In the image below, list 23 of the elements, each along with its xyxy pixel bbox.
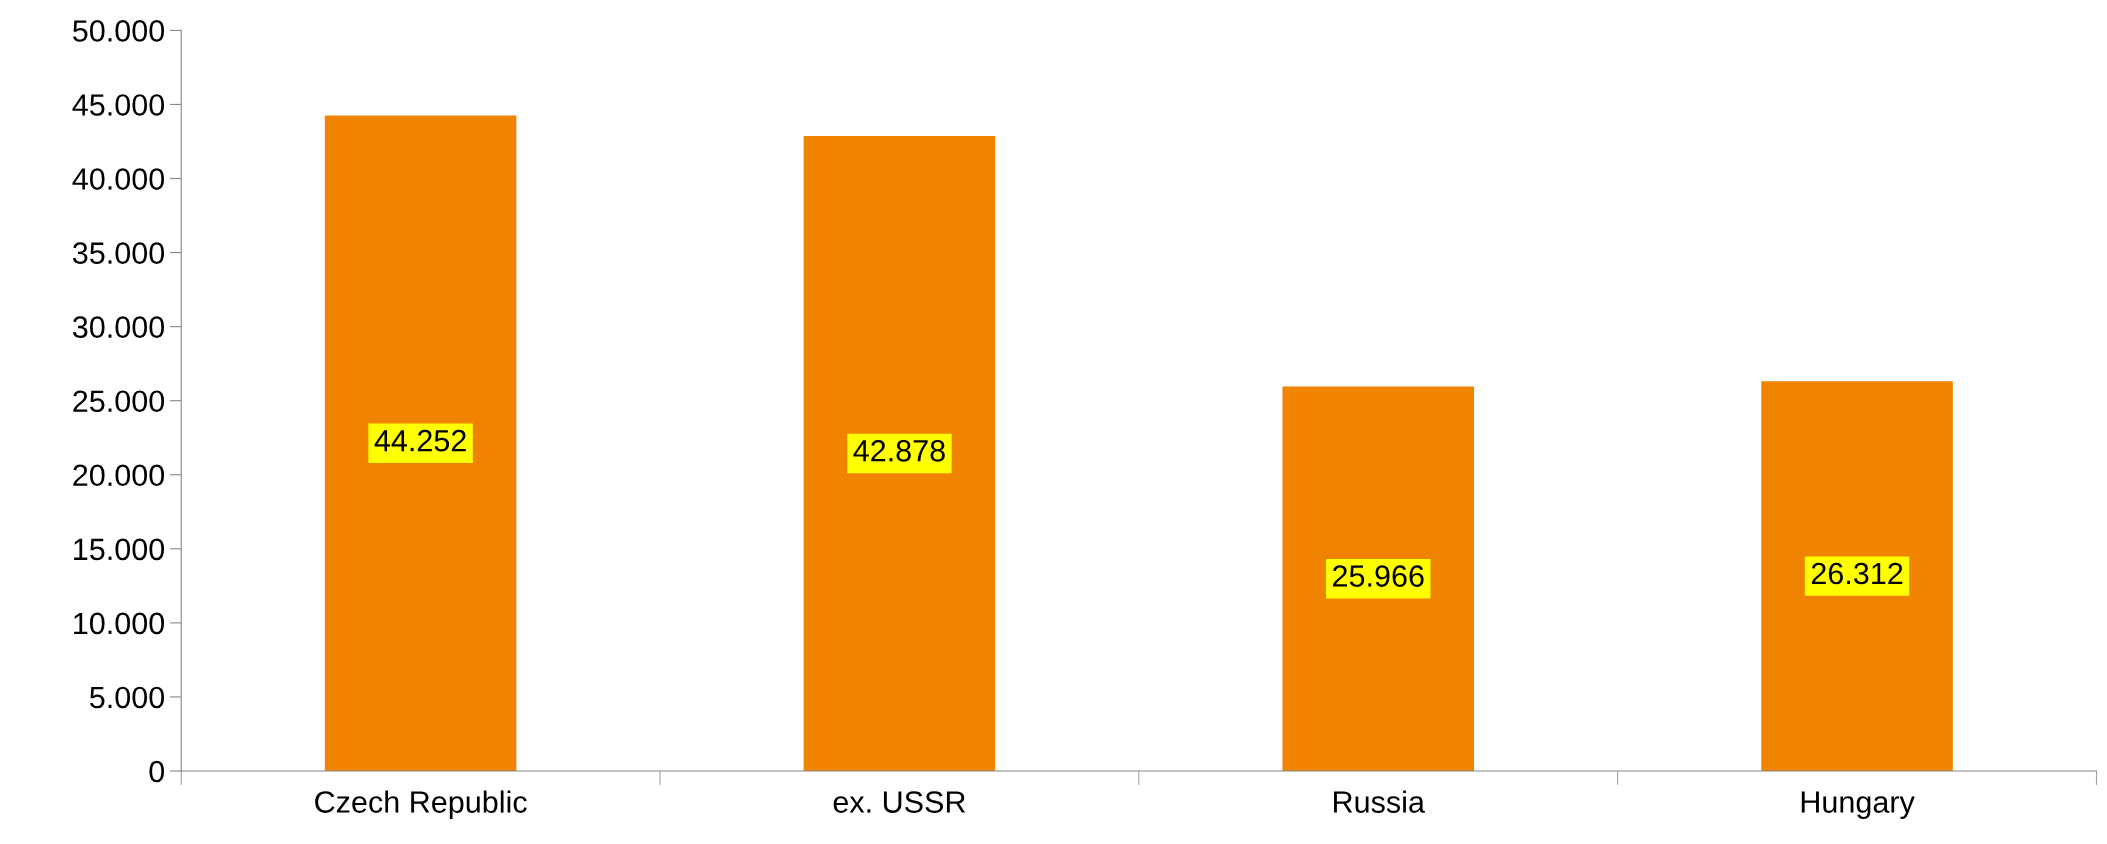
- bar: [1282, 386, 1474, 771]
- data-label: 25.966: [1333, 565, 1424, 587]
- bar: [324, 115, 517, 771]
- x-tick-label: ex. USSR: [833, 791, 966, 813]
- y-tick-label: 25.000: [73, 390, 165, 413]
- bar: [803, 135, 996, 771]
- y-tick-label: 30.000: [72, 316, 165, 338]
- y-tick-label: 5.000: [90, 686, 165, 709]
- y-tick-label: 50.000: [73, 20, 165, 42]
- y-tick-label: 10.000: [74, 612, 165, 635]
- y-tick-label: 45.000: [72, 94, 165, 116]
- x-tick-label: Russia: [1334, 790, 1425, 813]
- y-tick-label: 35.000: [72, 242, 165, 264]
- x-tick-label: Hungary: [1801, 791, 1915, 819]
- data-label: 26.312: [1811, 562, 1903, 585]
- y-tick-label: 40.000: [72, 168, 165, 190]
- y-tick-label: 0: [149, 760, 165, 783]
- y-tick-label: 20.000: [73, 464, 165, 487]
- data-label: 42.878: [853, 440, 945, 462]
- x-tick-label: Czech Republic: [315, 790, 527, 819]
- data-label: 44.252: [374, 429, 466, 452]
- y-tick-label: 15.000: [74, 538, 165, 561]
- bar: [1761, 381, 1953, 771]
